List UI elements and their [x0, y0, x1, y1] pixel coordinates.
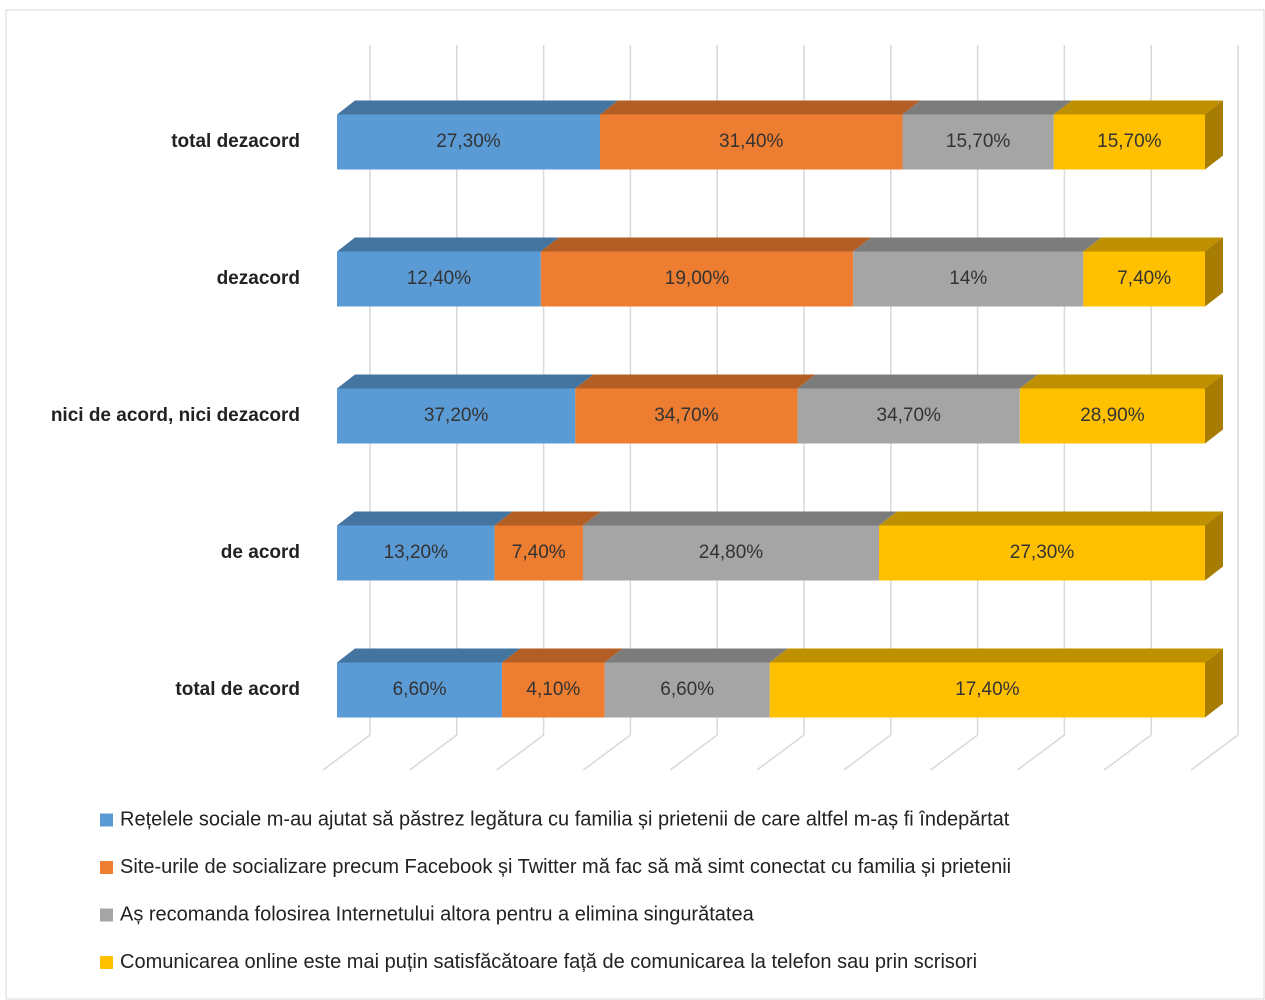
bar-segment: [797, 388, 1020, 444]
bar-segment: [494, 525, 583, 581]
bar-segment: [879, 525, 1205, 581]
bar-top-face: [797, 374, 1038, 389]
legend-label: Rețelele sociale m-au ajutat să păstrez …: [120, 808, 1010, 830]
data-label: 17,40%: [955, 679, 1020, 700]
bar-top-face: [853, 237, 1102, 252]
legend-label: Aș recomanda folosirea Internetului alto…: [120, 903, 755, 925]
bar-top-face: [337, 237, 559, 252]
legend-label: Comunicarea online este mai puțin satisf…: [120, 951, 977, 973]
bar-top-face: [769, 648, 1223, 663]
bar-top-face: [1083, 237, 1223, 252]
legend-swatch: [100, 813, 113, 827]
bar-top-face: [494, 511, 601, 526]
grid-floor-line: [1190, 734, 1239, 771]
bar-side-face: [1205, 100, 1223, 170]
bar-top-face: [575, 374, 816, 389]
category-label: nici de acord, nici dezacord: [51, 405, 300, 426]
bar-segment: [1019, 388, 1205, 444]
grid-floor-line: [496, 734, 545, 771]
bar-segment: [337, 388, 576, 444]
data-label: 37,20%: [424, 405, 489, 426]
grid-floor-line: [843, 734, 892, 771]
data-label: 19,00%: [665, 268, 730, 289]
data-label: 15,70%: [1097, 131, 1162, 152]
bar-segment: [582, 525, 880, 581]
grid-floor-line: [322, 734, 371, 771]
data-label: 7,40%: [1117, 268, 1171, 289]
grid-floor-line: [1103, 734, 1152, 771]
bar-top-face: [879, 511, 1223, 526]
category-label: total de acord: [175, 679, 300, 700]
data-label: 34,70%: [877, 405, 942, 426]
data-label: 4,10%: [526, 679, 580, 700]
bar-top-face: [337, 374, 594, 389]
grid-floor-line: [409, 734, 458, 771]
bar-top-face: [502, 648, 623, 663]
data-label: 31,40%: [719, 131, 784, 152]
bar-top-face: [604, 648, 788, 663]
bar-segment: [604, 662, 770, 718]
bar-top-face: [600, 100, 921, 115]
bar-segment: [575, 388, 798, 444]
grid-floor-line: [930, 734, 979, 771]
data-label: 14%: [949, 268, 987, 289]
bar-side-face: [1205, 648, 1223, 718]
grid-floor-line: [582, 734, 631, 771]
legend-swatch: [100, 861, 113, 874]
category-label: dezacord: [217, 268, 300, 289]
data-label: 13,20%: [384, 542, 449, 563]
bar-top-face: [337, 100, 619, 115]
bar-segment: [853, 251, 1084, 307]
data-label: 24,80%: [699, 542, 764, 563]
legend-swatch: [100, 956, 113, 969]
bar-top-face: [337, 511, 513, 526]
bar-segment: [1083, 251, 1205, 307]
bar-segment: [540, 251, 854, 307]
bar-side-face: [1205, 511, 1223, 581]
data-label: 6,60%: [393, 679, 447, 700]
bar-top-face: [902, 100, 1072, 115]
data-label: 7,40%: [512, 542, 566, 563]
data-label: 6,60%: [660, 679, 714, 700]
data-label: 34,70%: [654, 405, 719, 426]
bar-segment: [502, 662, 605, 718]
legend-label: Site-urile de socializare precum Faceboo…: [120, 856, 1011, 878]
grid-floor-line: [1016, 734, 1065, 771]
bar-top-face: [1053, 100, 1223, 115]
bar-segment: [337, 662, 503, 718]
data-label: 12,40%: [407, 268, 472, 289]
legend-swatch: [100, 908, 113, 922]
bar-segment: [600, 114, 903, 170]
category-label: total dezacord: [171, 131, 300, 152]
category-label: de acord: [221, 542, 300, 563]
bar-top-face: [1019, 374, 1223, 389]
bar-side-face: [1205, 237, 1223, 307]
bar-segment: [902, 114, 1054, 170]
bar-side-face: [1205, 374, 1223, 444]
bar-top-face: [582, 511, 898, 526]
bar-segment: [337, 525, 495, 581]
data-label: 27,30%: [436, 131, 501, 152]
bar-segment: [337, 251, 541, 307]
bar-top-face: [337, 648, 521, 663]
data-label: 28,90%: [1080, 405, 1145, 426]
data-label: 15,70%: [946, 131, 1011, 152]
bar-top-face: [540, 237, 872, 252]
bar-segment: [337, 114, 601, 170]
bar-segment: [1053, 114, 1205, 170]
grid-floor-line: [756, 734, 805, 771]
bar-segment: [769, 662, 1205, 718]
chart-frame: [5, 9, 1265, 1000]
grid-floor-line: [669, 734, 718, 771]
data-label: 27,30%: [1010, 542, 1075, 563]
